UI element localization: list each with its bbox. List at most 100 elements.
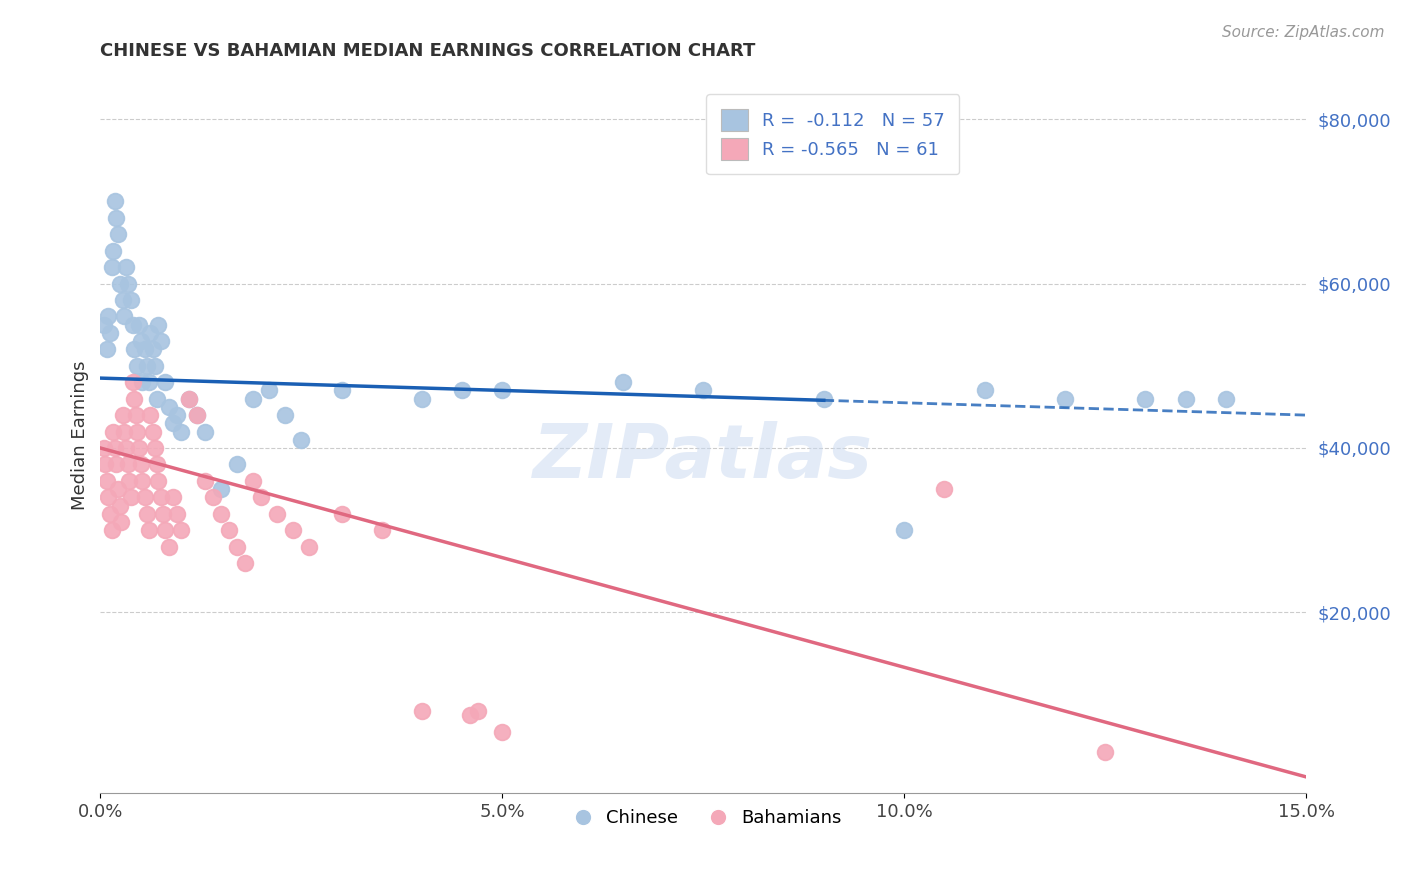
Point (108, 499, 131, 513)
Point (1215, 392, 1237, 406)
Point (117, 277, 139, 291)
Point (194, 474, 217, 488)
Point (411, 704, 433, 718)
Point (145, 458, 167, 472)
Point (157, 400, 180, 414)
Point (125, 359, 148, 373)
Point (186, 408, 208, 422)
Y-axis label: Median Earnings: Median Earnings (72, 361, 89, 510)
Point (110, 277, 132, 291)
Point (93, 318, 115, 332)
Point (107, 227, 129, 242)
Point (290, 433, 312, 447)
Point (134, 491, 156, 505)
Point (170, 523, 193, 537)
Point (233, 556, 256, 570)
Point (166, 507, 188, 521)
Point (149, 491, 172, 505)
Point (162, 417, 184, 431)
Point (148, 474, 170, 488)
Point (162, 491, 184, 505)
Point (411, 392, 433, 406)
Point (226, 458, 249, 472)
Point (97, 310, 120, 324)
Point (370, 523, 392, 537)
Point (893, 523, 915, 537)
Legend: Chinese, Bahamians: Chinese, Bahamians (557, 802, 849, 834)
Point (330, 507, 353, 521)
Point (153, 523, 176, 537)
Point (209, 507, 232, 521)
Point (105, 458, 128, 472)
Point (458, 708, 481, 723)
Point (177, 392, 200, 406)
Point (1174, 392, 1197, 406)
Point (128, 318, 150, 332)
Point (114, 425, 136, 439)
Text: Source: ZipAtlas.com: Source: ZipAtlas.com (1222, 25, 1385, 40)
Point (152, 507, 174, 521)
Point (98, 507, 121, 521)
Point (125, 408, 148, 422)
Point (118, 474, 141, 488)
Point (115, 441, 138, 455)
Point (934, 482, 956, 496)
Point (298, 540, 321, 554)
Point (96, 474, 118, 488)
Point (114, 310, 136, 324)
Point (257, 384, 280, 398)
Point (813, 392, 835, 406)
Point (110, 515, 132, 529)
Point (100, 260, 122, 274)
Point (139, 326, 162, 340)
Point (194, 425, 217, 439)
Point (131, 474, 153, 488)
Point (612, 375, 634, 389)
Point (242, 392, 264, 406)
Point (283, 523, 305, 537)
Point (142, 343, 165, 357)
Point (242, 474, 264, 488)
Point (138, 523, 160, 537)
Point (226, 540, 249, 554)
Point (107, 482, 129, 496)
Point (1135, 392, 1157, 406)
Point (127, 425, 149, 439)
Point (1053, 392, 1076, 406)
Point (218, 523, 240, 537)
Point (93, 441, 115, 455)
Point (131, 375, 153, 389)
Point (145, 392, 167, 406)
Point (692, 384, 714, 398)
Point (266, 507, 288, 521)
Point (122, 343, 145, 357)
Point (115, 260, 138, 274)
Point (134, 343, 156, 357)
Point (104, 194, 127, 209)
Point (121, 375, 143, 389)
Point (129, 458, 152, 472)
Point (96, 343, 118, 357)
Point (138, 375, 160, 389)
Point (157, 540, 180, 554)
Point (1094, 745, 1116, 759)
Point (121, 318, 143, 332)
Point (120, 293, 142, 307)
Text: CHINESE VS BAHAMIAN MEDIAN EARNINGS CORRELATION CHART: CHINESE VS BAHAMIAN MEDIAN EARNINGS CORR… (100, 42, 756, 60)
Point (186, 408, 208, 422)
Point (451, 384, 474, 398)
Point (103, 425, 125, 439)
Point (103, 244, 125, 258)
Point (973, 384, 995, 398)
Point (117, 458, 139, 472)
Point (201, 491, 224, 505)
Point (491, 384, 513, 398)
Point (250, 491, 273, 505)
Point (467, 704, 489, 718)
Point (330, 384, 353, 398)
Point (97, 491, 120, 505)
Point (136, 507, 159, 521)
Point (139, 408, 162, 422)
Point (143, 359, 166, 373)
Point (491, 724, 513, 739)
